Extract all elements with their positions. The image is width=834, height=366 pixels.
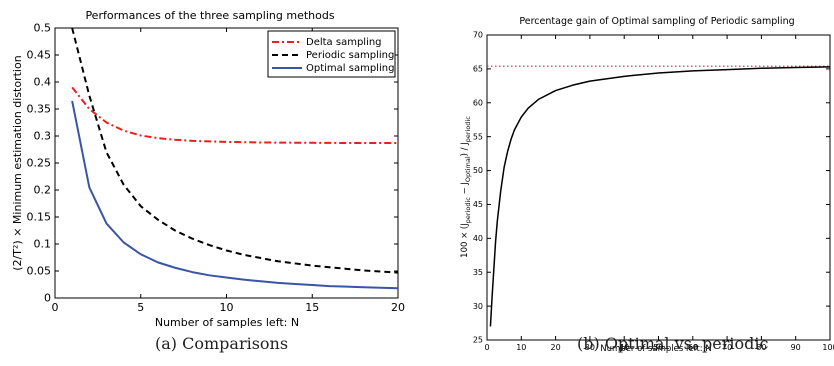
y-tick-label: 0.35 — [27, 103, 52, 116]
y-tick-label: 0.1 — [34, 238, 52, 251]
x-tick-label: 80 — [756, 343, 766, 352]
y-tick-label: 0.45 — [27, 49, 52, 62]
y-tick-label: 50 — [473, 166, 483, 175]
x-tick-label: 5 — [137, 301, 144, 314]
y-tick-label: 30 — [473, 302, 483, 311]
y-tick-label: 65 — [473, 65, 483, 74]
caption-b: (b) Optimal vs. periodic — [577, 334, 769, 353]
chart-a-x-label: Number of samples left: N — [155, 316, 299, 329]
x-tick-label: 70 — [722, 343, 732, 352]
x-tick-label: 20 — [391, 301, 405, 314]
series-line-optimal-sampling — [71, 100, 399, 290]
chart-comparisons: Performances of the three sampling metho… — [11, 9, 405, 329]
x-tick-label: 10 — [516, 343, 526, 352]
y-tick-label: 0.15 — [27, 211, 52, 224]
x-tick-label: 60 — [688, 343, 698, 352]
x-tick-label: 10 — [220, 301, 234, 314]
x-tick-label: 50 — [653, 343, 663, 352]
x-tick-label: 30 — [585, 343, 595, 352]
caption-a: (a) Comparisons — [155, 334, 289, 353]
chart-a-y-axis: 0 0.05 0.1 0.15 0.2 0.25 0.3 0.35 0.4 0.45 0.5 — [27, 22, 398, 305]
y-tick-label: 40 — [473, 234, 483, 243]
y-tick-label: 0.3 — [34, 130, 52, 143]
y-tick-label: 55 — [473, 132, 483, 141]
chart-a-x-axis: 0 5 10 15 20 — [52, 28, 405, 314]
y-tick-label: 60 — [473, 98, 483, 107]
y-tick-label: 0.2 — [34, 184, 52, 197]
chart-optimal-vs-periodic: Percentage gain of Optimal sampling of P… — [460, 16, 834, 354]
chart-a-legend-box — [267, 30, 396, 78]
x-tick-label: 100 — [822, 343, 834, 352]
x-tick-label: 20 — [551, 343, 561, 352]
y-tick-label: 0.05 — [27, 265, 52, 278]
chart-a-legend: Delta sampling Periodic sampling Optimal… — [267, 30, 396, 78]
x-tick-label: 0 — [484, 343, 489, 352]
y-tick-label: 35 — [473, 268, 483, 277]
series-line-periodic-sampling — [71, 27, 399, 274]
chart-b-y-label: 100 × (Jperiodic − JOptimal) / Jperiodic — [460, 116, 472, 258]
chart-a-y-label: (2/T²) × Minimum estimation distortion — [11, 55, 24, 270]
x-tick-label: 40 — [619, 343, 629, 352]
chart-b-plot-area — [486, 34, 831, 341]
chart-b-x-axis: 0 10 20 30 40 50 60 70 80 90 100 — [484, 35, 834, 352]
chart-a-series-group — [71, 27, 399, 290]
y-tick-label: 0.4 — [34, 76, 52, 89]
legend-label-optimal: Optimal sampling — [306, 63, 394, 74]
chart-b-series-group — [489, 66, 831, 327]
x-tick-label: 90 — [791, 343, 801, 352]
chart-b-x-label: Number of samples left: N — [600, 344, 711, 354]
chart-a-title: Performances of the three sampling metho… — [85, 9, 334, 22]
y-tick-label: 0.5 — [34, 22, 52, 35]
series-line-gain — [489, 66, 831, 327]
y-tick-label: 45 — [473, 200, 483, 209]
x-tick-label: 0 — [52, 301, 59, 314]
series-line-delta-sampling — [71, 86, 398, 145]
y-tick-label: 0 — [44, 292, 51, 305]
chart-b-title: Percentage gain of Optimal sampling of P… — [519, 16, 794, 27]
x-tick-label: 15 — [305, 301, 319, 314]
legend-label-delta: Delta sampling — [306, 37, 382, 48]
chart-b-y-axis: 25 30 35 40 45 50 55 60 65 70 — [473, 31, 830, 345]
legend-label-periodic: Periodic sampling — [306, 50, 394, 61]
y-tick-label: 70 — [473, 31, 483, 40]
y-tick-label: 25 — [473, 336, 483, 345]
y-tick-label: 0.25 — [27, 157, 52, 170]
